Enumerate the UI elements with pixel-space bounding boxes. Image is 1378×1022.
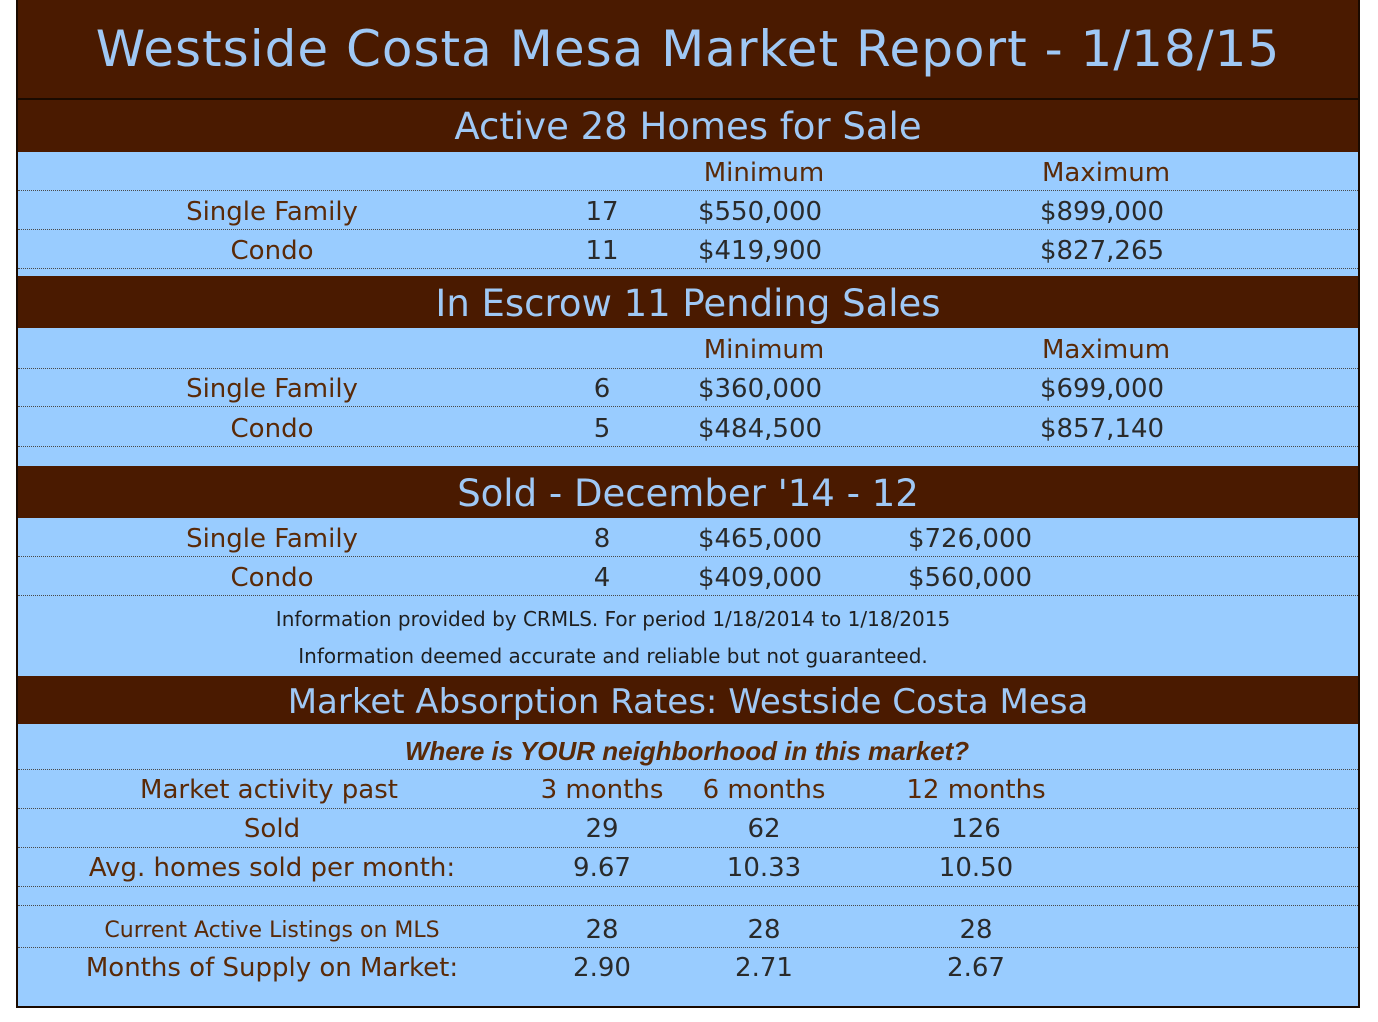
escrow-row-label: Single Family	[186, 374, 358, 404]
absorption-section-header: Market Absorption Rates: Westside Costa …	[18, 676, 1358, 724]
absorption-heading: Market Absorption Rates: Westside Costa …	[287, 682, 1089, 722]
active-section-header: Active 28 Homes for Sale	[18, 100, 1358, 152]
sold-section-header: Sold - December '14 - 12	[18, 466, 1358, 518]
period-3-months: 3 months	[540, 775, 664, 805]
active-row-max: $899,000	[1039, 197, 1165, 227]
report-title-band: Westside Costa Mesa Market Report - 1/18…	[18, 0, 1358, 100]
active-row-count: 17	[585, 197, 619, 227]
active-row-min: $550,000	[697, 197, 823, 227]
absorption-value: 126	[951, 814, 1001, 844]
source-note: Information provided by CRMLS. For perio…	[275, 607, 951, 631]
absorption-value: 28	[959, 915, 993, 945]
escrow-row-max: $699,000	[1039, 374, 1165, 404]
active-row-max: $827,265	[1039, 236, 1165, 266]
sold-row-min: $409,000	[697, 563, 823, 593]
absorption-value: 9.67	[573, 853, 631, 883]
absorption-row-label: Months of Supply on Market:	[85, 953, 459, 983]
escrow-row-label: Condo	[230, 414, 314, 444]
absorption-row-label: Avg. homes sold per month:	[88, 853, 456, 883]
escrow-heading: In Escrow 11 Pending Sales	[435, 282, 941, 325]
sold-heading: Sold - December '14 - 12	[457, 472, 919, 515]
escrow-section-header: In Escrow 11 Pending Sales	[18, 276, 1358, 328]
escrow-row-min: $484,500	[697, 414, 823, 444]
absorption-value: 28	[585, 915, 619, 945]
absorption-value: 28	[747, 915, 781, 945]
sold-row-label: Condo	[230, 563, 314, 593]
active-row-min: $419,900	[697, 236, 823, 266]
absorption-row-label: Current Active Listings on MLS	[104, 918, 440, 943]
absorption-tagline: Where is YOUR neighborhood in this marke…	[404, 736, 970, 766]
escrow-row-count: 6	[593, 374, 611, 404]
active-col-max: Maximum	[1041, 158, 1171, 188]
absorption-header-label: Market activity past	[140, 775, 398, 805]
absorption-value: 10.50	[938, 853, 1014, 883]
sold-row-label: Single Family	[186, 524, 358, 554]
report-title: Westside Costa Mesa Market Report - 1/18…	[95, 20, 1281, 78]
absorption-value: 2.67	[947, 953, 1005, 983]
escrow-col-max: Maximum	[1041, 335, 1171, 365]
absorption-row-label: Sold	[243, 814, 301, 844]
sold-row-max: $560,000	[907, 563, 1033, 593]
escrow-row-count: 5	[593, 414, 611, 444]
active-heading: Active 28 Homes for Sale	[454, 105, 922, 148]
absorption-value: 62	[747, 814, 781, 844]
escrow-row-max: $857,140	[1039, 414, 1165, 444]
absorption-value: 2.71	[735, 953, 793, 983]
active-row-count: 11	[585, 236, 619, 266]
period-12-months: 12 months	[906, 775, 1046, 805]
active-col-min: Minimum	[703, 158, 825, 188]
absorption-value: 29	[585, 814, 619, 844]
active-row-label: Single Family	[186, 197, 358, 227]
escrow-row-min: $360,000	[697, 374, 823, 404]
disclaimer-note: Information deemed accurate and reliable…	[298, 644, 928, 668]
sold-row-count: 4	[593, 563, 611, 593]
absorption-value: 2.90	[573, 953, 631, 983]
period-6-months: 6 months	[702, 775, 826, 805]
sold-row-min: $465,000	[697, 524, 823, 554]
absorption-value: 10.33	[726, 853, 802, 883]
escrow-col-min: Minimum	[703, 335, 825, 365]
market-report-sheet: Westside Costa Mesa Market Report - 1/18…	[16, 0, 1360, 1008]
active-row-label: Condo	[230, 236, 314, 266]
sold-row-count: 8	[593, 524, 611, 554]
sold-row-max: $726,000	[907, 524, 1033, 554]
